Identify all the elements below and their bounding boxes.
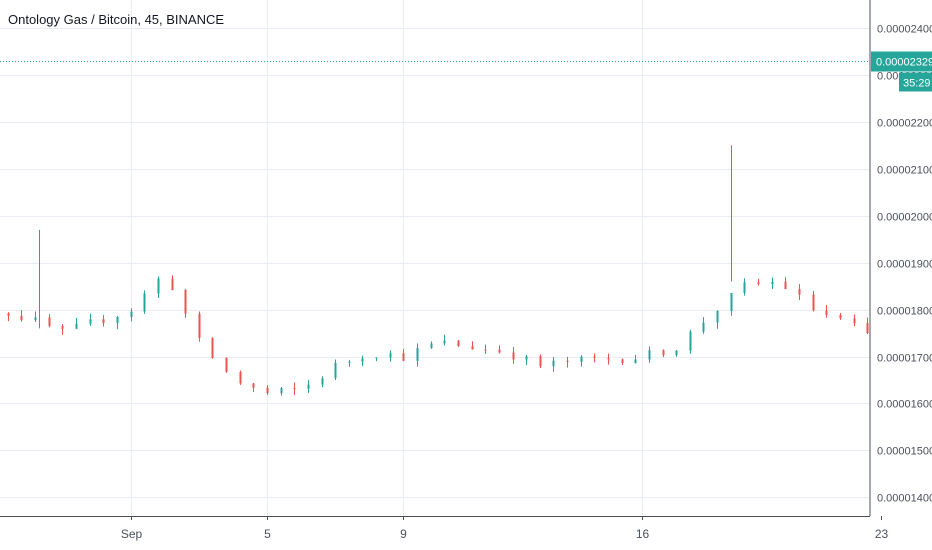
candle-body: [211, 337, 214, 358]
candle-body: [239, 371, 242, 384]
price-tick-label: 0.00001900: [877, 259, 932, 271]
candle-body: [7, 313, 10, 316]
candle-body: [61, 326, 64, 329]
candle-body: [252, 383, 255, 388]
last-price-tag-label: 0.00002329: [876, 57, 932, 69]
candle-body: [702, 322, 705, 332]
candle-body: [116, 316, 119, 324]
price-tags: 0.00002329 35:29: [871, 51, 932, 92]
candle-series: [7, 145, 924, 396]
candle-body: [266, 387, 269, 394]
candle-body: [171, 278, 174, 291]
candle-body: [607, 357, 610, 360]
candle-body: [566, 360, 569, 362]
candle-body: [143, 293, 146, 312]
candle-body: [798, 288, 801, 295]
price-tick-label: 0.00002400: [877, 24, 932, 36]
price-tick-label: 0.00002200: [877, 118, 932, 130]
price-tick-label: 0.00002000: [877, 212, 932, 224]
candle-body: [743, 282, 746, 294]
time-tick-label: Sep: [121, 527, 143, 541]
candle-body: [689, 331, 692, 351]
countdown-tag: [899, 72, 932, 92]
candle-body: [675, 350, 678, 356]
candle-body: [89, 319, 92, 324]
candle-body: [730, 293, 733, 311]
candle-body: [130, 311, 133, 317]
candle-body: [75, 323, 78, 329]
candle-body: [771, 281, 774, 285]
candle-body: [348, 361, 351, 363]
candle-body: [20, 315, 23, 321]
candle-body: [825, 310, 828, 315]
price-tick-label: 0.00001500: [877, 446, 932, 458]
candle-body: [375, 357, 378, 359]
candle-body: [198, 313, 201, 338]
candle-body: [471, 346, 474, 350]
price-tick-label: 0.00002100: [877, 165, 932, 177]
candle-body: [812, 294, 815, 311]
candle-body: [484, 349, 487, 351]
candle-body: [662, 350, 665, 356]
candle-body: [293, 388, 296, 390]
chart-title: Ontology Gas / Bitcoin, 45, BINANCE: [8, 12, 225, 27]
candle-body: [839, 314, 842, 319]
candle-body: [757, 282, 760, 285]
grid-lines: [0, 0, 882, 516]
candle-body: [443, 340, 446, 344]
candle-body: [621, 359, 624, 364]
candle-body: [34, 317, 37, 321]
candle-body: [225, 357, 228, 372]
price-tick-label: 0.00001600: [877, 399, 932, 411]
last-price-tag: [871, 51, 932, 72]
candle-body: [716, 310, 719, 323]
candle-body: [784, 281, 787, 289]
candle-body: [402, 353, 405, 361]
candle-body: [634, 359, 637, 364]
candle-body: [157, 278, 160, 294]
candle-body: [307, 384, 310, 389]
candle-body: [280, 388, 283, 394]
countdown-tag-label: 35:29: [903, 78, 931, 90]
candle-body: [498, 349, 501, 353]
candle-body: [430, 343, 433, 348]
candle-body: [866, 323, 869, 333]
time-tick-label: 23: [875, 527, 889, 541]
candle-body: [593, 356, 596, 358]
time-tick-label: 9: [400, 527, 407, 541]
price-tick-label: 0.00001800: [877, 306, 932, 318]
candle-body: [361, 358, 364, 362]
candle-body: [580, 356, 583, 362]
time-axis-labels: Sep59162327Oct714: [121, 516, 889, 541]
candle-body: [102, 319, 105, 324]
candle-body: [321, 378, 324, 385]
time-tick-label: 5: [264, 527, 271, 541]
candle-body: [184, 290, 187, 314]
candle-body: [853, 318, 856, 324]
price-tick-label: 0.00001700: [877, 353, 932, 365]
candle-body: [457, 340, 460, 347]
candle-body: [525, 356, 528, 360]
candle-body: [48, 317, 51, 327]
price-tick-label: 0.00001400: [877, 493, 932, 505]
candle-body: [512, 352, 515, 360]
time-tick-label: 16: [636, 527, 650, 541]
candle-body: [539, 356, 542, 367]
candle-body: [334, 362, 337, 379]
candle-body: [416, 347, 419, 361]
candle-body: [552, 360, 555, 367]
candle-body: [648, 350, 651, 360]
candle-body: [389, 353, 392, 358]
